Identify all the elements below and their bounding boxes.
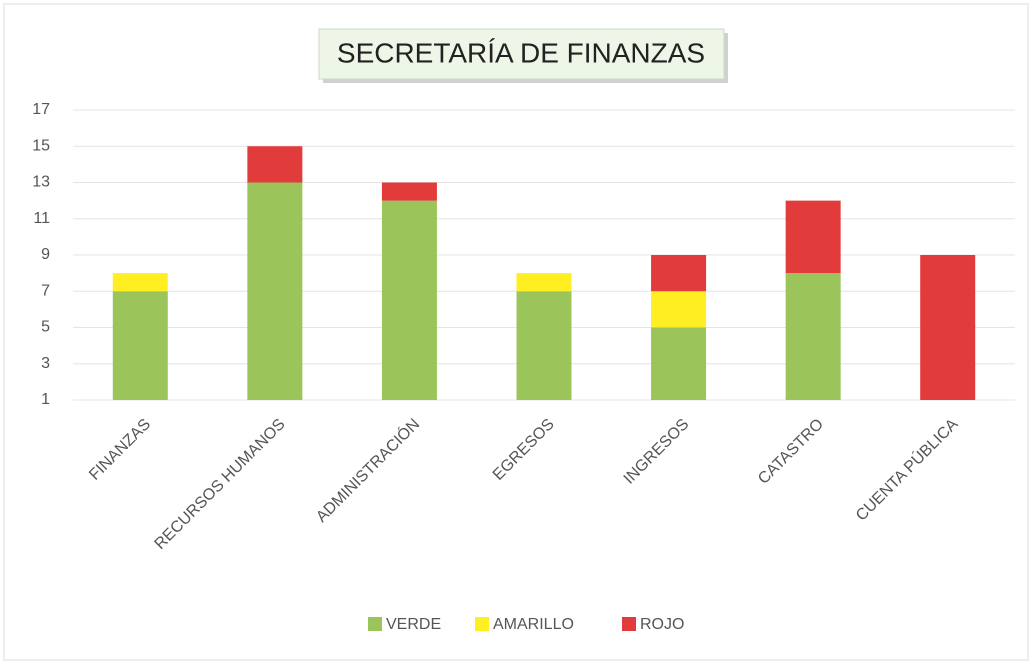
bar-segment xyxy=(247,182,303,400)
bar-segment xyxy=(112,291,168,400)
bar-segment xyxy=(651,327,707,400)
legend-label: AMARILLO xyxy=(493,616,574,633)
legend-label: VERDE xyxy=(386,616,441,633)
y-tick-label: 3 xyxy=(41,355,50,372)
y-tick-label: 9 xyxy=(41,246,50,263)
bar-segment xyxy=(651,255,707,292)
chart-title: SECRETARÍA DE FINANZAS xyxy=(337,37,705,68)
y-tick-label: 13 xyxy=(32,174,50,191)
bar-segment xyxy=(247,146,303,183)
y-tick-label: 15 xyxy=(32,137,50,154)
bar-segment xyxy=(785,200,841,274)
chart-frame xyxy=(3,3,1029,661)
legend-swatch xyxy=(475,617,489,631)
y-tick-label: 11 xyxy=(33,210,50,227)
bar-segment xyxy=(785,273,841,400)
legend-swatch xyxy=(622,617,636,631)
bar-segment xyxy=(651,291,707,328)
y-tick-label: 1 xyxy=(41,391,50,408)
bar-segment xyxy=(381,182,437,201)
bar-segment xyxy=(381,200,437,400)
y-tick-label: 5 xyxy=(41,319,50,336)
bar-segment xyxy=(516,273,572,292)
bar-segment xyxy=(920,255,976,400)
legend-swatch xyxy=(368,617,382,631)
legend-label: ROJO xyxy=(640,616,684,633)
y-tick-label: 17 xyxy=(32,101,50,118)
title-box xyxy=(318,28,725,80)
bar-segment xyxy=(112,273,168,292)
y-tick-label: 7 xyxy=(41,282,50,299)
bar-segment xyxy=(516,291,572,400)
